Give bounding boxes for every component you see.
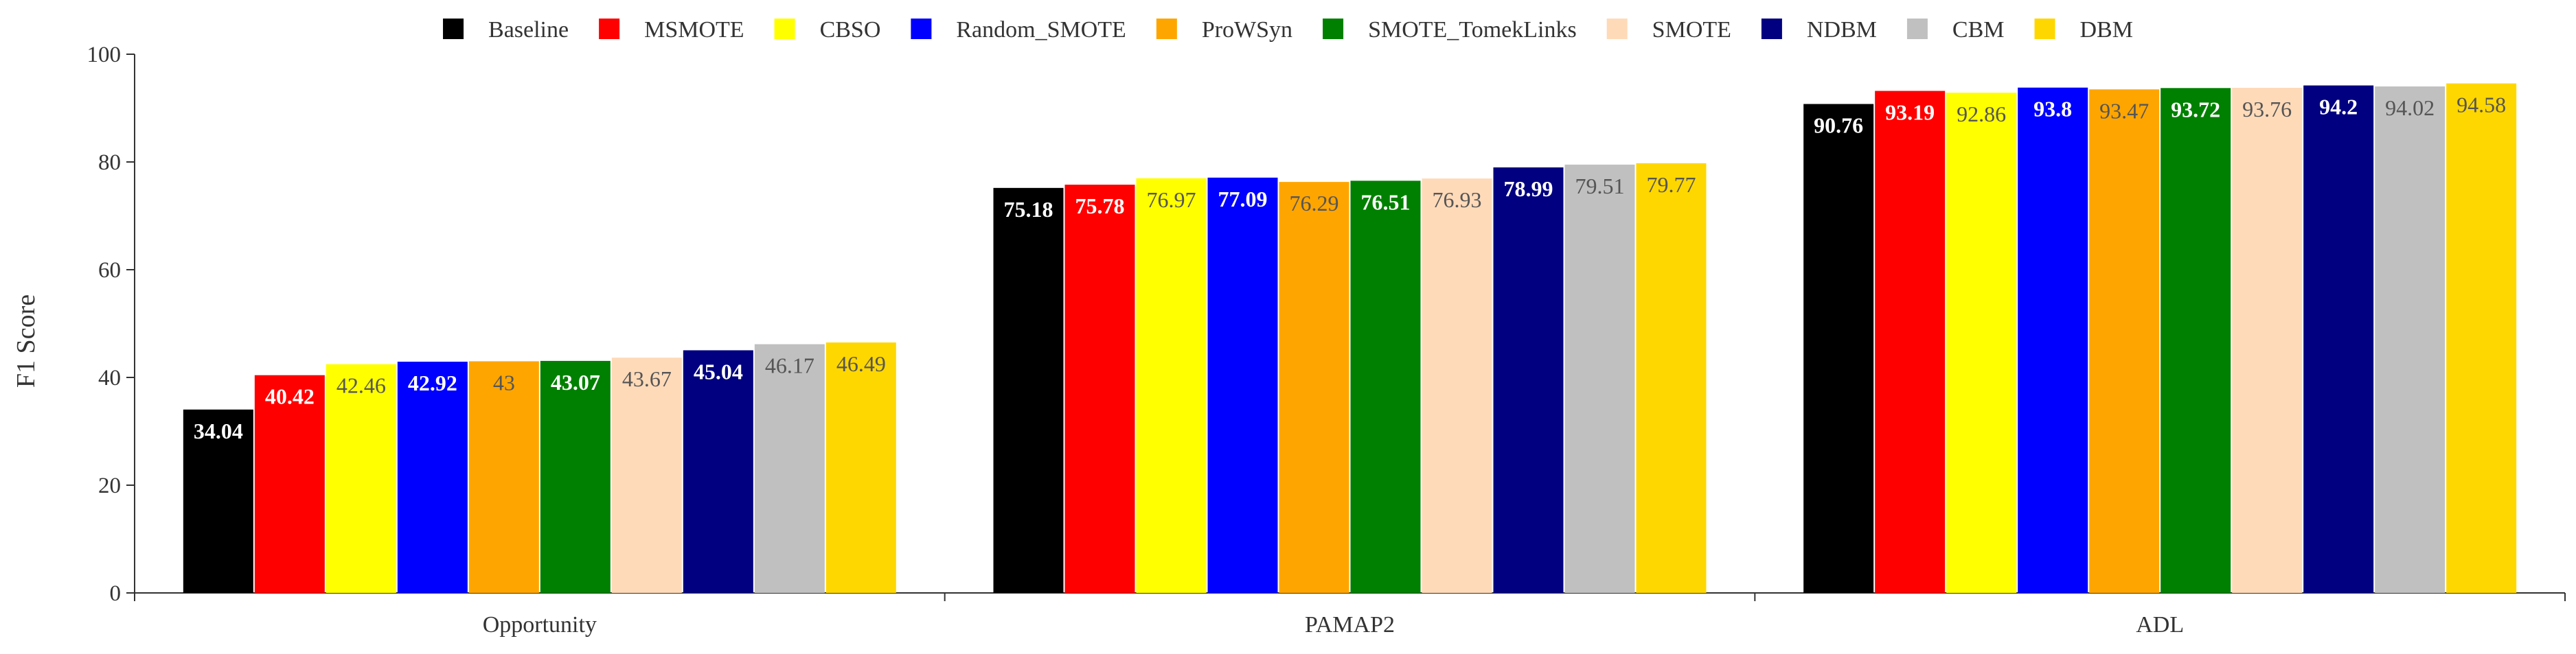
y-tick-label: 60 bbox=[98, 258, 121, 283]
bar bbox=[825, 342, 896, 593]
bar bbox=[1350, 180, 1421, 594]
bar-value-label: 42.46 bbox=[337, 373, 386, 398]
legend-swatch bbox=[1761, 19, 1782, 39]
bar bbox=[1564, 164, 1635, 593]
bar bbox=[1207, 177, 1278, 593]
bar-value-label: 93.72 bbox=[2171, 97, 2220, 121]
bar-value-label: 76.29 bbox=[1290, 191, 1339, 215]
legend-swatch bbox=[2034, 19, 2055, 39]
bar-value-label: 93.19 bbox=[1885, 100, 1935, 124]
legend: Baseline MSMOTE CBSO Random_SMOTE ProWSyn SMO… bbox=[443, 17, 2133, 43]
bar bbox=[2446, 83, 2517, 593]
bar-value-label: 76.93 bbox=[1433, 187, 1482, 212]
x-axis: Opportunity PAMAP2 ADL bbox=[134, 592, 2566, 638]
y-tick-label: 100 bbox=[87, 43, 122, 67]
bar-value-label: 76.97 bbox=[1147, 187, 1196, 212]
bar bbox=[1493, 167, 1564, 594]
bar bbox=[397, 362, 468, 593]
y-axis: 0 20 40 60 80 100 bbox=[87, 43, 135, 606]
bar bbox=[754, 344, 825, 593]
y-tick-label: 40 bbox=[98, 366, 121, 390]
bar-value-label: 77.09 bbox=[1218, 187, 1268, 211]
legend-swatch bbox=[443, 19, 464, 39]
bar bbox=[2303, 85, 2374, 593]
bar bbox=[1946, 93, 2017, 593]
legend-label: MSMOTE bbox=[644, 17, 744, 43]
y-axis-title: F1 Score bbox=[12, 294, 41, 388]
bar bbox=[1422, 178, 1492, 593]
legend-label: ProWSyn bbox=[1202, 17, 1292, 43]
bar bbox=[2232, 87, 2303, 593]
bar bbox=[1136, 178, 1207, 593]
x-category-label: Opportunity bbox=[483, 612, 597, 638]
bar bbox=[468, 361, 539, 593]
bar-value-label: 79.77 bbox=[1647, 172, 1696, 197]
bar-value-label: 43.67 bbox=[622, 366, 672, 391]
bar-value-label: 34.04 bbox=[194, 419, 243, 443]
bar-value-label: 46.49 bbox=[836, 351, 886, 376]
bar-value-label: 75.18 bbox=[1004, 197, 1053, 222]
bar bbox=[1064, 185, 1135, 593]
y-tick-label: 80 bbox=[98, 150, 121, 175]
legend-label: Random_SMOTE bbox=[956, 17, 1126, 43]
y-tick-label: 0 bbox=[110, 581, 122, 606]
bar bbox=[183, 409, 253, 593]
bar bbox=[254, 375, 325, 593]
bar-value-label: 78.99 bbox=[1504, 176, 1553, 201]
bar-value-label: 90.76 bbox=[1814, 113, 1863, 138]
bar-value-label: 94.58 bbox=[2457, 93, 2506, 117]
bar bbox=[1636, 163, 1707, 594]
bar-value-label: 75.78 bbox=[1075, 194, 1125, 218]
bar-value-label: 45.04 bbox=[694, 359, 743, 384]
legend-swatch bbox=[1323, 19, 1344, 39]
y-tick-label: 20 bbox=[98, 474, 121, 498]
legend-swatch bbox=[911, 19, 932, 39]
bar bbox=[1279, 182, 1349, 593]
bar bbox=[611, 358, 682, 593]
bar-value-label: 46.17 bbox=[765, 353, 814, 378]
bar-value-label: 42.92 bbox=[408, 371, 457, 395]
bar-value-label: 43.07 bbox=[551, 370, 600, 395]
bar bbox=[993, 187, 1064, 593]
bar bbox=[683, 350, 753, 593]
bar-value-label: 93.47 bbox=[2099, 98, 2149, 123]
bar-value-label: 43 bbox=[493, 370, 515, 395]
bar bbox=[2161, 88, 2231, 594]
data-labels: 34.04 40.42 42.46 42.92 43 43.07 43.67 45.04 46.… bbox=[194, 93, 2506, 443]
bar-value-label: 94.2 bbox=[2319, 95, 2358, 119]
legend-swatch bbox=[1906, 19, 1928, 39]
legend-swatch bbox=[599, 19, 620, 39]
x-category-label: PAMAP2 bbox=[1305, 612, 1395, 638]
legend-label: NDBM bbox=[1807, 17, 1877, 43]
legend-label: SMOTE_TomekLinks bbox=[1368, 17, 1577, 43]
bar bbox=[1803, 104, 1874, 593]
legend-label: DBM bbox=[2080, 17, 2133, 43]
bar bbox=[326, 364, 396, 593]
x-category-label: ADL bbox=[2136, 612, 2184, 638]
bar-value-label: 40.42 bbox=[265, 384, 315, 409]
bar-value-label: 93.76 bbox=[2242, 97, 2292, 121]
bar bbox=[2089, 89, 2160, 593]
bars bbox=[183, 83, 2517, 594]
bar-value-label: 79.51 bbox=[1575, 174, 1625, 198]
legend-swatch bbox=[774, 19, 795, 39]
legend-label: SMOTE bbox=[1652, 17, 1731, 43]
bar-value-label: 76.51 bbox=[1361, 189, 1411, 214]
legend-swatch bbox=[1606, 19, 1628, 39]
legend-label: Baseline bbox=[488, 17, 569, 43]
bar-value-label: 92.86 bbox=[1957, 102, 2006, 126]
bar-value-label: 93.8 bbox=[2033, 97, 2072, 121]
bar-value-label: 94.02 bbox=[2385, 95, 2435, 120]
bar bbox=[540, 360, 611, 593]
legend-swatch bbox=[1156, 19, 1177, 39]
bar bbox=[2375, 86, 2446, 594]
bar bbox=[1875, 91, 1946, 593]
legend-label: CBSO bbox=[820, 17, 881, 43]
legend-label: CBM bbox=[1952, 17, 2005, 43]
bar bbox=[2018, 87, 2088, 594]
